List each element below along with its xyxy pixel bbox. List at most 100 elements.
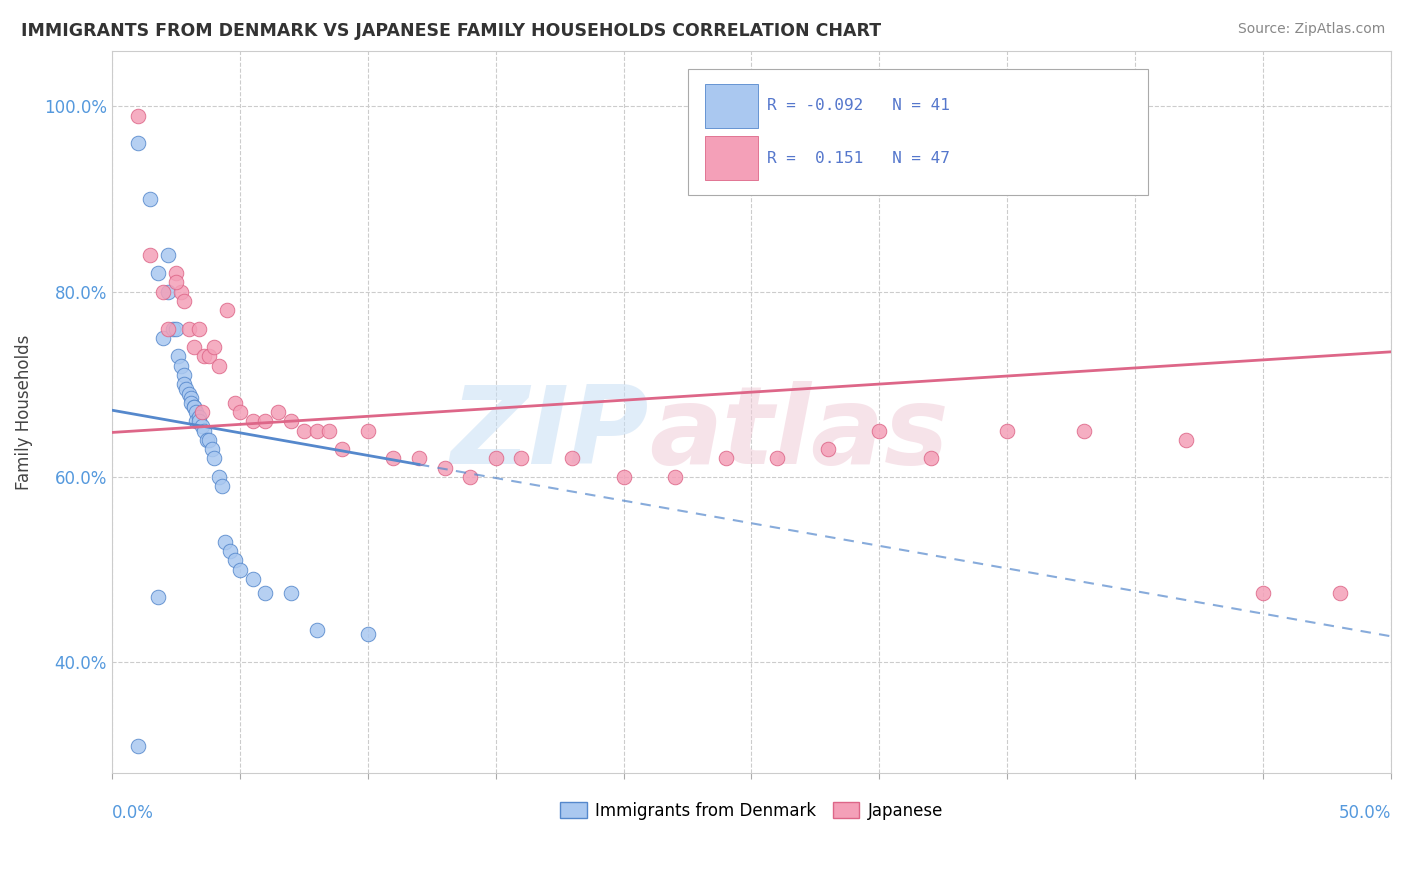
Point: [170, 285, 193, 299]
Point: [1073, 424, 1095, 438]
Point: [177, 386, 200, 401]
Point: [187, 414, 209, 428]
Point: [173, 368, 195, 382]
Point: [173, 377, 195, 392]
Point: [254, 414, 277, 428]
Text: IMMIGRANTS FROM DENMARK VS JAPANESE FAMILY HOUSEHOLDS CORRELATION CHART: IMMIGRANTS FROM DENMARK VS JAPANESE FAMI…: [21, 22, 882, 40]
Point: [186, 414, 208, 428]
Point: [139, 247, 162, 261]
Point: [357, 627, 380, 641]
Point: [995, 424, 1018, 438]
Point: [173, 293, 195, 308]
Point: [157, 285, 180, 299]
Point: [868, 424, 890, 438]
Point: [183, 401, 205, 415]
Point: [157, 247, 180, 261]
Point: [183, 340, 205, 354]
Point: [224, 553, 246, 567]
Point: [127, 739, 149, 753]
Point: [190, 419, 212, 434]
Point: [280, 414, 302, 428]
Point: [165, 321, 187, 335]
Point: [208, 470, 231, 484]
Point: [193, 350, 215, 364]
Point: [139, 192, 162, 206]
Text: R =  0.151   N = 47: R = 0.151 N = 47: [766, 151, 949, 166]
FancyBboxPatch shape: [688, 69, 1147, 195]
Point: [357, 424, 380, 438]
Point: [218, 544, 240, 558]
Point: [242, 572, 264, 586]
Point: [162, 321, 184, 335]
Point: [1329, 586, 1351, 600]
Point: [152, 285, 174, 299]
Point: [561, 451, 583, 466]
Text: 50.0%: 50.0%: [1339, 804, 1391, 822]
Point: [167, 350, 190, 364]
Point: [224, 396, 246, 410]
Point: [195, 433, 218, 447]
Point: [190, 405, 212, 419]
Point: [433, 460, 456, 475]
Text: R = -0.092   N = 41: R = -0.092 N = 41: [766, 98, 949, 113]
Point: [127, 136, 149, 151]
Point: [202, 451, 225, 466]
Point: [165, 276, 187, 290]
Point: [180, 391, 202, 405]
Point: [229, 405, 252, 419]
Point: [920, 451, 942, 466]
Point: [382, 451, 405, 466]
Point: [214, 534, 236, 549]
Point: [193, 424, 215, 438]
Point: [183, 401, 205, 415]
Point: [202, 340, 225, 354]
Point: [165, 266, 187, 280]
Point: [170, 359, 193, 373]
Point: [186, 405, 208, 419]
Point: [242, 414, 264, 428]
Point: [146, 266, 169, 280]
Y-axis label: Family Households: Family Households: [15, 334, 32, 490]
Point: [305, 424, 328, 438]
Point: [174, 382, 197, 396]
Text: Source: ZipAtlas.com: Source: ZipAtlas.com: [1237, 22, 1385, 37]
Point: [254, 586, 277, 600]
Point: [817, 442, 839, 456]
Point: [208, 359, 231, 373]
Point: [766, 451, 789, 466]
Point: [280, 586, 302, 600]
Point: [201, 442, 224, 456]
Point: [211, 479, 233, 493]
Point: [714, 451, 737, 466]
Legend: Immigrants from Denmark, Japanese: Immigrants from Denmark, Japanese: [553, 795, 949, 827]
Point: [187, 409, 209, 424]
Point: [267, 405, 290, 419]
FancyBboxPatch shape: [706, 136, 758, 180]
Point: [157, 321, 180, 335]
Point: [1175, 433, 1198, 447]
Point: [180, 396, 202, 410]
Point: [198, 350, 221, 364]
Point: [127, 109, 149, 123]
Point: [330, 442, 353, 456]
Point: [177, 321, 200, 335]
Text: ZIP: ZIP: [451, 381, 650, 487]
Point: [152, 331, 174, 345]
Point: [613, 470, 636, 484]
Point: [305, 623, 328, 637]
Point: [458, 470, 481, 484]
Point: [510, 451, 533, 466]
Point: [146, 591, 169, 605]
Text: atlas: atlas: [650, 381, 949, 487]
Point: [187, 321, 209, 335]
Point: [292, 424, 315, 438]
FancyBboxPatch shape: [706, 84, 758, 128]
Point: [318, 424, 340, 438]
Point: [1251, 586, 1274, 600]
Point: [198, 433, 221, 447]
Text: 0.0%: 0.0%: [112, 804, 153, 822]
Point: [485, 451, 508, 466]
Point: [408, 451, 430, 466]
Point: [217, 303, 239, 318]
Point: [229, 563, 252, 577]
